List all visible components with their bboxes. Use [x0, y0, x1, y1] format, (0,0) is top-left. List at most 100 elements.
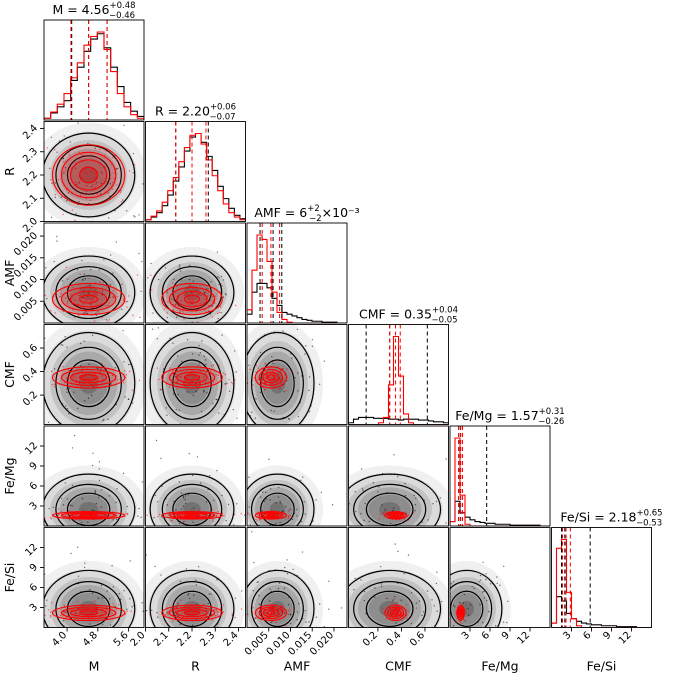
sample-point-black — [178, 266, 181, 268]
sample-point-black — [80, 521, 83, 524]
sample-point-red — [215, 614, 217, 617]
contour-red — [60, 286, 117, 312]
sample-point-red — [253, 377, 256, 379]
sample-point-black — [393, 454, 395, 456]
sample-point-black — [270, 530, 271, 531]
contour-red — [161, 282, 223, 316]
sample-point-black — [126, 210, 128, 212]
density-shade — [183, 372, 201, 394]
sample-point-black — [376, 544, 377, 545]
sample-point-red — [202, 377, 204, 379]
sample-point-black — [64, 167, 67, 169]
sample-point-red — [109, 177, 112, 180]
sample-point-black — [208, 593, 210, 595]
sample-point-black — [193, 594, 195, 596]
sample-point-black — [45, 605, 47, 607]
sample-point-red — [98, 298, 100, 300]
sample-point-red — [289, 514, 291, 517]
sample-point-red — [173, 296, 175, 298]
sample-point-black — [126, 505, 128, 508]
sample-point-red — [262, 372, 264, 375]
sample-point-black — [138, 507, 140, 510]
sample-point-red — [93, 173, 96, 175]
sample-point-red — [50, 178, 52, 181]
sample-point-black — [140, 290, 142, 293]
sample-point-black — [112, 519, 114, 521]
sample-point-red — [119, 613, 122, 615]
sample-point-red — [187, 612, 190, 614]
sample-point-red — [82, 383, 85, 385]
sample-point-red — [220, 607, 222, 609]
sample-point-black — [148, 642, 149, 643]
sample-point-black — [107, 192, 109, 194]
sample-point-red — [27, 511, 28, 512]
sample-point-red — [146, 514, 148, 516]
sample-point-black — [76, 407, 79, 410]
sample-point-red — [158, 513, 161, 516]
sample-point-black — [218, 277, 220, 279]
sample-point-red — [160, 388, 163, 391]
sample-point-black — [308, 621, 310, 623]
sample-point-black — [483, 597, 486, 599]
sample-point-red — [119, 191, 122, 193]
sample-point-red — [65, 610, 68, 612]
sample-point-black — [456, 537, 457, 538]
sample-point-black — [195, 652, 196, 653]
sample-point-black — [467, 607, 469, 610]
sample-point-red — [223, 514, 225, 517]
sample-point-black — [199, 482, 202, 484]
sample-point-red — [74, 162, 77, 164]
sample-point-red — [130, 610, 132, 613]
sample-point-black — [236, 503, 238, 505]
contour-red — [168, 511, 216, 519]
sample-point-red — [274, 603, 277, 606]
sample-point-black — [147, 277, 149, 279]
panel-plot-area — [247, 324, 326, 425]
sample-point-black — [270, 539, 271, 540]
sample-point-black — [166, 414, 168, 416]
sample-point-black — [308, 376, 311, 378]
contour-red — [60, 151, 117, 199]
sample-point-black — [392, 509, 394, 512]
contour-red — [176, 512, 208, 518]
x-tick-label: 5.6 — [112, 630, 131, 649]
sample-point-red — [92, 169, 94, 172]
sample-point-red — [165, 364, 167, 367]
sample-point-black — [184, 498, 186, 501]
sample-point-black — [91, 334, 94, 337]
sample-point-black — [305, 621, 307, 623]
sample-point-black — [205, 501, 208, 503]
sample-point-red — [126, 306, 128, 308]
sample-point-red — [53, 383, 56, 385]
y-tick-label: 9 — [28, 460, 40, 472]
contour-red — [258, 606, 284, 620]
sample-point-black — [235, 371, 237, 373]
x-tick-label: 2.3 — [198, 630, 217, 649]
contour-red — [389, 512, 402, 518]
sample-point-red — [157, 515, 159, 518]
sample-point-red — [195, 304, 197, 307]
sample-point-black — [37, 627, 38, 628]
sample-point-black — [134, 216, 136, 218]
sample-point-red — [71, 303, 74, 305]
sample-point-red — [126, 610, 128, 612]
sample-point-red — [112, 603, 114, 605]
contour-black — [55, 144, 122, 206]
sample-point-black — [271, 529, 272, 530]
sample-point-black — [318, 531, 319, 532]
sample-point-red — [89, 199, 92, 202]
sample-point-red — [162, 289, 165, 291]
sample-point-red — [108, 318, 110, 321]
sample-point-red — [383, 515, 385, 518]
sample-point-red — [64, 382, 66, 384]
sample-point-black — [419, 539, 420, 540]
sample-point-black — [95, 546, 96, 547]
sample-point-red — [385, 510, 387, 512]
sample-point-red — [174, 607, 176, 609]
sample-point-red — [252, 379, 254, 381]
sample-point-black — [92, 385, 95, 388]
sample-point-red — [202, 391, 205, 393]
sample-point-black — [172, 309, 174, 311]
sample-point-red — [216, 312, 219, 315]
sample-point-black — [395, 622, 397, 624]
